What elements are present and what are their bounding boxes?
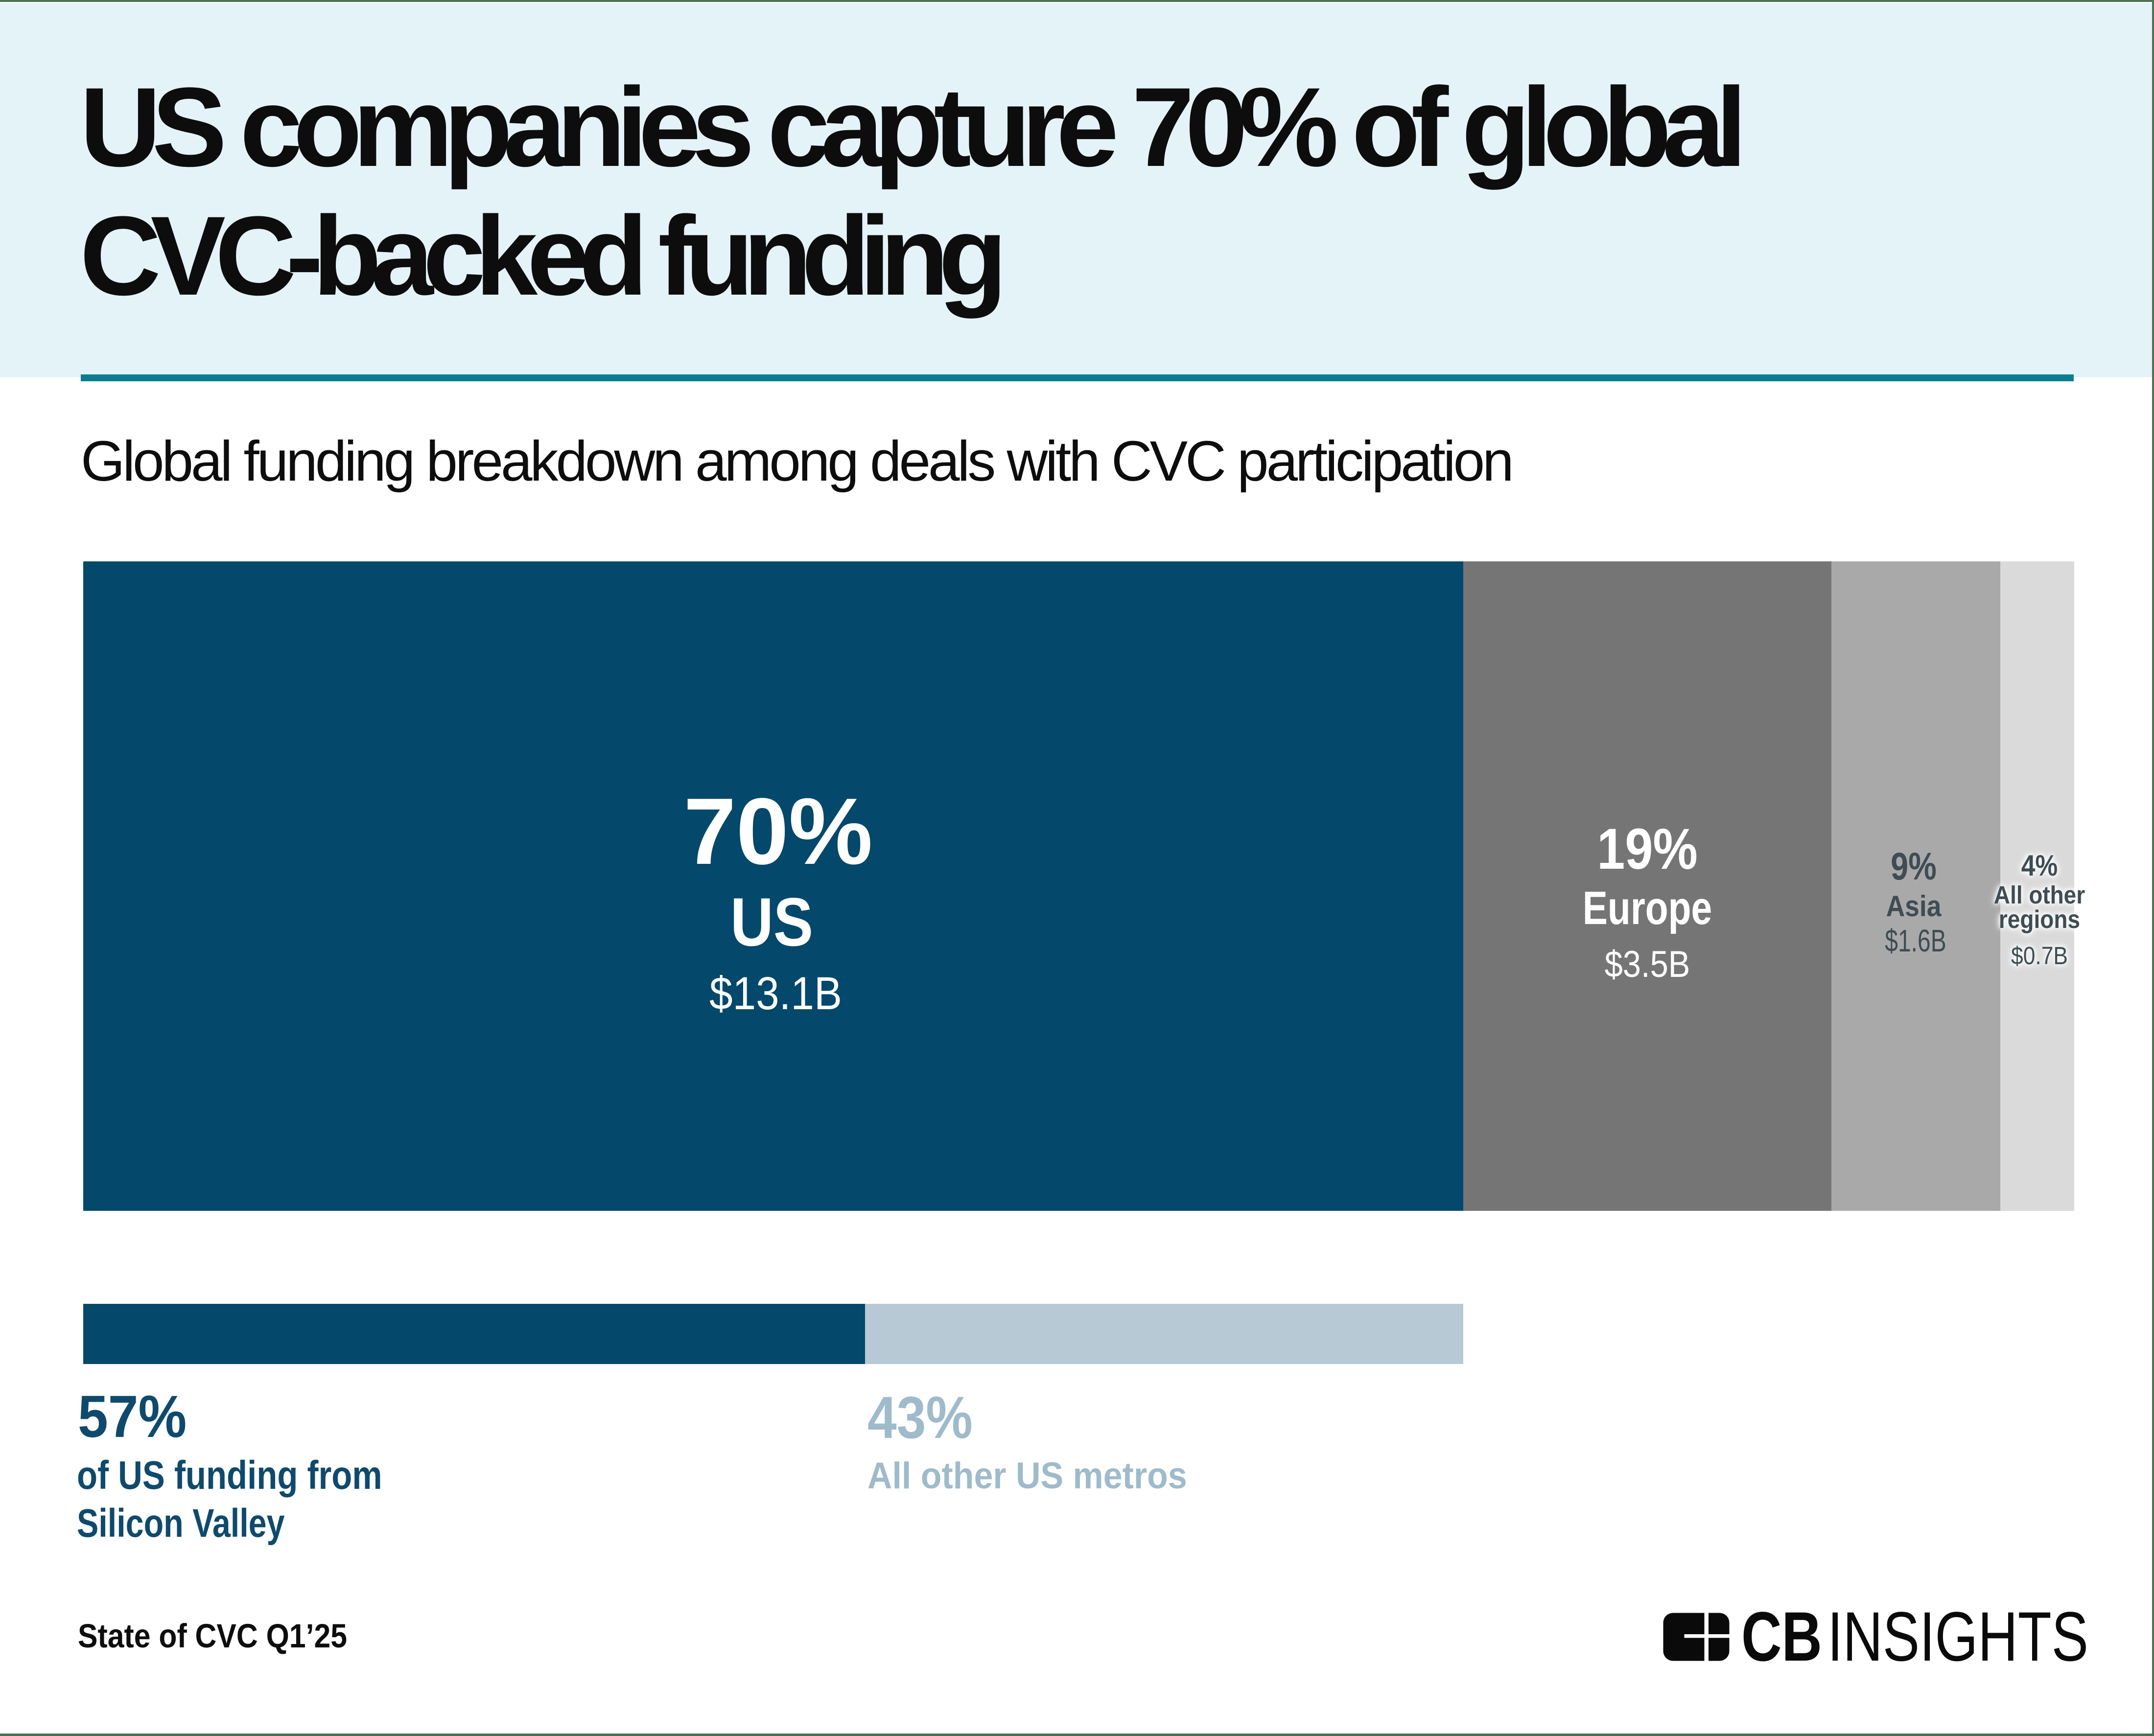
svg-text:INSIGHTS: INSIGHTS <box>1827 1610 2088 1671</box>
svg-text:CB: CB <box>1741 1610 1822 1671</box>
